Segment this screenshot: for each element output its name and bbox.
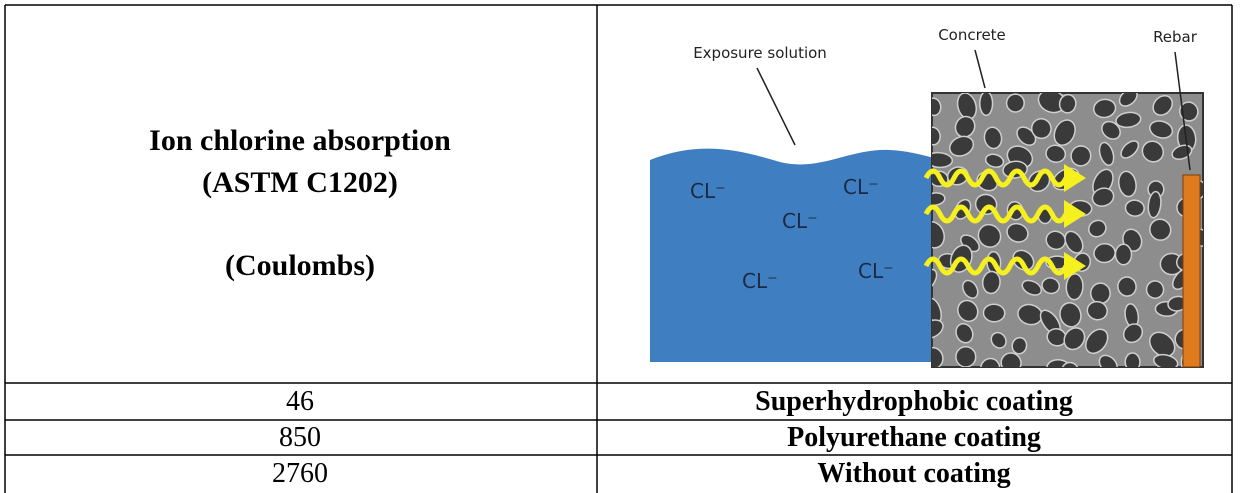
concrete-label: Concrete [938,26,1006,44]
aggregate [983,304,1005,323]
ion-label: CL⁻ [858,259,894,283]
rebar [1183,175,1200,367]
ion-label: CL⁻ [782,209,818,233]
cell-value: 2760 [272,458,328,489]
aggregate [1115,244,1131,265]
header-label: Ion chlorine absorption (ASTM C1202) (Co… [149,124,451,282]
solution-label: Exposure solution [693,44,827,62]
cell-coating: Polyurethane coating [787,422,1041,453]
ion-label: CL⁻ [742,269,778,293]
table-page: Ion chlorine absorption (ASTM C1202) (Co… [0,0,1243,493]
aggregate [955,346,976,367]
aggregate [980,91,993,115]
cell-value: 46 [286,386,314,417]
aggregate [1006,94,1024,112]
aggregate [1125,353,1140,372]
table-body: 46 Superhydrophobic coating 850 Polyurethan… [272,386,1073,489]
header-line: Ion chlorine absorption [149,124,451,157]
header-line: (ASTM C1202) [202,166,398,199]
ion-label: CL⁻ [690,179,726,203]
rebar-label: Rebar [1153,28,1198,46]
figure-labels: Exposure solution Concrete Rebar [693,26,1198,62]
aggregate [1066,273,1084,300]
cell-coating: Without coating [817,458,1010,489]
cell-value: 850 [279,422,321,453]
cell-coating: Superhydrophobic coating [755,386,1073,417]
diagram: Exposure solution Concrete Rebar CL⁻ CL⁻… [650,26,1214,381]
ion-label: CL⁻ [843,175,879,199]
header-line: (Coulombs) [225,249,375,282]
